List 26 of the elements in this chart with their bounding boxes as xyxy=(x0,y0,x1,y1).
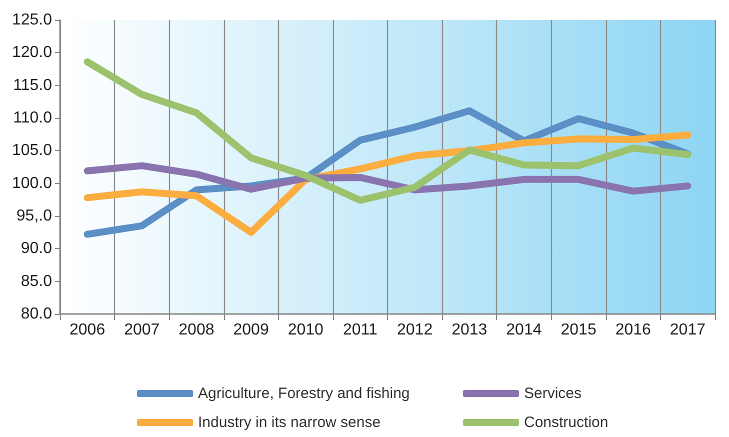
legend-label: Industry in its narrow sense xyxy=(198,414,381,431)
x-tick-label: 2011 xyxy=(343,322,378,338)
y-tick-label: 80.0 xyxy=(20,306,52,322)
legend-label: Services xyxy=(524,385,582,402)
y-tick-label: 125.0 xyxy=(12,12,52,28)
x-tick-label: 2017 xyxy=(670,322,706,338)
x-tick-label: 2012 xyxy=(396,322,433,338)
y-tick-label: 110.0 xyxy=(13,110,52,126)
legend-label: Construction xyxy=(524,414,608,431)
y-tick-label: 85.0 xyxy=(20,272,52,290)
y-tick-label: 105.0 xyxy=(12,142,52,160)
x-tick-label: 2010 xyxy=(288,322,324,338)
x-tick-label: 2013 xyxy=(452,322,488,338)
x-tick-label: 2006 xyxy=(69,322,106,338)
x-tick-label: 2016 xyxy=(615,322,652,338)
x-tick-label: 2014 xyxy=(506,322,542,338)
x-tick-label: 2009 xyxy=(233,322,269,338)
x-tick-label: 2015 xyxy=(560,322,596,338)
y-tick-label: 95,.0 xyxy=(16,208,52,224)
y-tick-label: 115.0 xyxy=(13,76,52,94)
x-tick-label: 2008 xyxy=(178,322,214,338)
x-tick-label: 2007 xyxy=(124,322,160,338)
y-tick-label: 120.0 xyxy=(12,44,52,62)
y-tick-label: 100.0 xyxy=(12,174,52,192)
legend-label: Agriculture, Forestry and fishing xyxy=(198,385,410,402)
y-tick-label: 90.0 xyxy=(20,240,52,258)
